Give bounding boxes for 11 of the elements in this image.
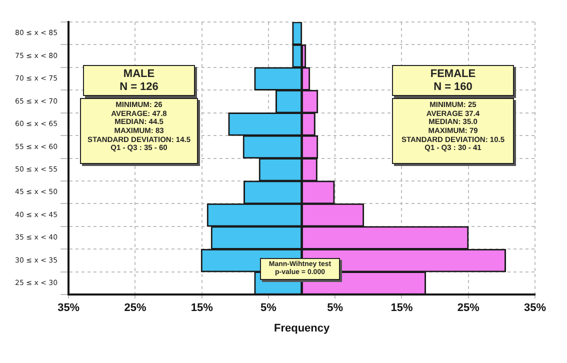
x-tick-label: 5% [260,302,277,314]
x-tick-label: 35% [58,302,80,314]
x-tick-label: 15% [190,302,214,314]
x-tick-label: 25% [124,302,146,314]
x-tick-label: 25% [457,302,480,314]
note-box: MALE N = 126 [83,65,195,96]
x-tick-label: 15% [390,302,413,314]
x-tick-label: 5% [327,302,344,314]
x-axis-title: Frequency [274,322,330,334]
note-box: FEMALE N = 160 [392,65,514,96]
x-tick-label: 35% [524,302,546,314]
